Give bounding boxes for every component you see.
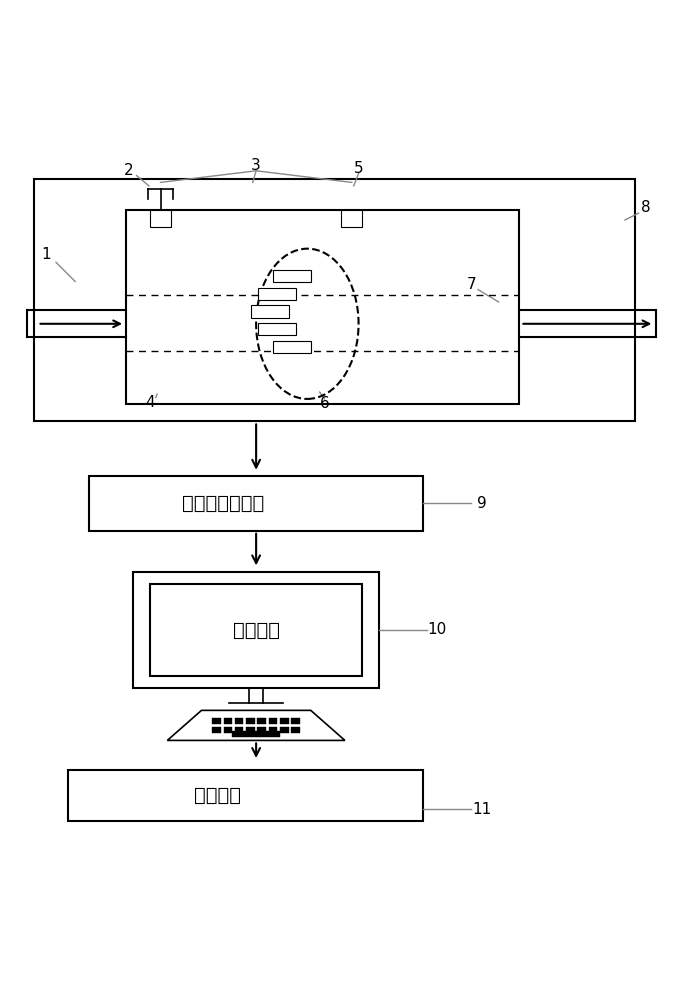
Bar (68, 770, 423, 821)
Bar (273, 270, 311, 282)
Bar (212, 718, 221, 724)
Bar (258, 323, 296, 335)
Text: 数据采集与处理: 数据采集与处理 (182, 494, 264, 513)
Bar (235, 727, 243, 733)
Bar (89, 476, 423, 531)
Text: 3: 3 (251, 158, 261, 173)
Text: 11: 11 (472, 802, 491, 817)
Bar (257, 727, 266, 733)
Bar (150, 584, 362, 676)
Polygon shape (167, 710, 345, 740)
Bar (251, 305, 289, 318)
Bar (280, 718, 288, 724)
Text: 流量计算: 流量计算 (194, 786, 241, 805)
Bar (258, 288, 296, 300)
Bar (235, 718, 243, 724)
Bar (291, 727, 300, 733)
Bar (223, 718, 232, 724)
Bar (223, 727, 232, 733)
Bar (257, 718, 266, 724)
Bar (212, 727, 221, 733)
Text: 1: 1 (42, 247, 51, 262)
Text: 7: 7 (466, 277, 476, 292)
Text: 6: 6 (320, 396, 329, 411)
Bar (268, 718, 277, 724)
Text: 2: 2 (124, 163, 133, 178)
Text: 5: 5 (354, 161, 363, 176)
Bar (342, 210, 362, 227)
Bar (232, 731, 280, 737)
Bar (273, 341, 311, 353)
Bar (150, 210, 171, 227)
Text: 9: 9 (477, 496, 486, 511)
Bar (126, 210, 519, 404)
Bar (133, 572, 379, 688)
Text: 10: 10 (428, 622, 447, 637)
Text: 8: 8 (641, 200, 650, 215)
Bar (246, 727, 255, 733)
Bar (246, 718, 255, 724)
Bar (291, 718, 300, 724)
Text: 4: 4 (145, 395, 155, 410)
Text: 图像重建: 图像重建 (233, 621, 279, 640)
Bar (268, 727, 277, 733)
Bar (280, 727, 288, 733)
Bar (34, 179, 635, 421)
